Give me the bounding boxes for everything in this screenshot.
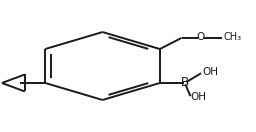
Text: CH₃: CH₃ (223, 32, 241, 42)
Text: O: O (197, 32, 205, 42)
Text: OH: OH (202, 67, 218, 77)
Text: B: B (181, 76, 189, 89)
Text: OH: OH (190, 92, 206, 102)
